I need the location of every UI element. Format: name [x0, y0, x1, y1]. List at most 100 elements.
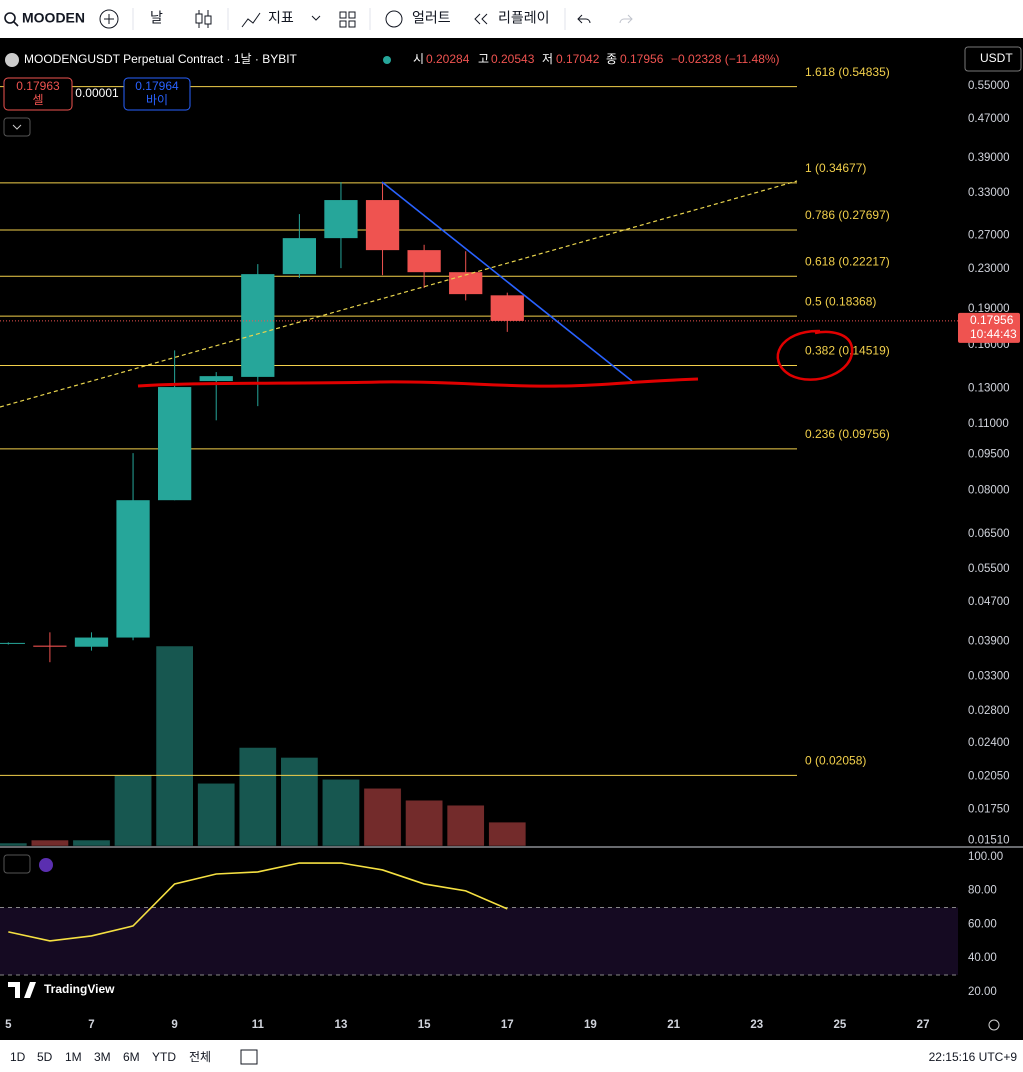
range-button[interactable]: 전체: [189, 1050, 211, 1064]
search-icon[interactable]: [4, 12, 16, 24]
y-tick-label: 0.27000: [968, 229, 1010, 241]
range-button[interactable]: YTD: [152, 1050, 176, 1064]
clock: 22:15:16 UTC+9: [929, 1050, 1018, 1064]
ohlc-value: 0.20543: [491, 52, 535, 66]
ohlc-label: 고: [478, 52, 489, 66]
y-tick-label: 0.19000: [968, 303, 1010, 315]
sell-label: 셀: [32, 93, 43, 107]
candle-body: [490, 295, 524, 321]
sell-button[interactable]: [3, 77, 73, 111]
x-tick-label: 11: [252, 1019, 265, 1031]
collapse-button[interactable]: [3, 117, 31, 137]
y-tick-label: 80.00: [968, 885, 997, 897]
buy-button[interactable]: [123, 77, 191, 111]
replay[interactable]: 리플레이: [498, 10, 550, 26]
volume-bar: [488, 821, 527, 847]
range-button[interactable]: 1D: [10, 1050, 26, 1064]
sell-price: 0.17963: [16, 79, 60, 93]
candle-body: [158, 387, 192, 501]
volume-bar: [446, 804, 485, 847]
settings-icon[interactable]: [988, 1019, 1000, 1031]
currency-button[interactable]: [964, 46, 1022, 72]
candle-body: [33, 645, 67, 647]
y-tick-label: 0.04700: [968, 596, 1010, 608]
volume-bar: [363, 788, 402, 847]
redo[interactable]: [619, 14, 633, 24]
logo: TradingView: [44, 982, 115, 996]
fib-label: 0.236 (0.09756): [805, 427, 890, 441]
pane-icon[interactable]: [39, 858, 53, 872]
pane-button[interactable]: [3, 854, 31, 874]
x-tick-label: 19: [584, 1019, 597, 1031]
y-tick-label: 0.23000: [968, 263, 1010, 275]
alert-icon[interactable]: [385, 10, 403, 28]
replay-icon[interactable]: [474, 13, 488, 25]
fib-label: 0.5 (0.18368): [805, 294, 876, 308]
y-tick-label: 100.00: [968, 851, 1003, 863]
fib-label: 0.786 (0.27697): [805, 208, 890, 222]
add-icon: [104, 14, 114, 24]
ohlc-value: 0.17956: [620, 52, 664, 66]
x-tick-label: 15: [418, 1019, 431, 1031]
x-tick-label: 21: [667, 1019, 680, 1031]
y-tick-label: 0.08000: [968, 485, 1010, 497]
volume-bar: [197, 783, 236, 847]
separator: [132, 8, 566, 30]
y-tick-label: 0.01510: [968, 834, 1010, 846]
undo[interactable]: [577, 14, 591, 24]
status-dot: [383, 56, 391, 64]
x-tick-label: 13: [335, 1019, 348, 1031]
x-tick-label: 5: [5, 1019, 12, 1031]
indicator-icon[interactable]: [241, 12, 261, 28]
y-tick-label: 0.02400: [968, 737, 1010, 749]
interval[interactable]: 날: [150, 10, 163, 26]
support-drawing: [137, 377, 699, 388]
ohlc-label: 저: [542, 52, 553, 66]
candle-body: [282, 238, 317, 275]
y-tick-label: 0.39000: [968, 152, 1010, 164]
x-tick-label: 27: [917, 1019, 930, 1031]
buy-price: 0.17964: [135, 79, 179, 93]
y-tick-label: 0.03300: [968, 670, 1010, 682]
chevron[interactable]: [311, 15, 321, 21]
change: −0.02328 (−11.48%): [671, 52, 780, 66]
ohlc-value: 0.17042: [556, 52, 600, 66]
band-fill: [0, 907, 958, 976]
last-price: 0.17956: [970, 313, 1014, 327]
volume-bar: [405, 799, 443, 847]
symbol-icon: [5, 53, 19, 67]
range-button[interactable]: 3M: [94, 1050, 111, 1064]
y-tick-label: 0.55000: [968, 80, 1010, 92]
toolbar: [0, 0, 1023, 38]
layout-icon[interactable]: [339, 11, 356, 28]
spread: 0.00001: [75, 86, 119, 100]
volume-bar: [0, 842, 28, 847]
date-range-icon[interactable]: [240, 1049, 258, 1065]
range-button[interactable]: 5D: [37, 1050, 53, 1064]
candle-body: [199, 376, 233, 382]
y-tick-label: 0.13000: [968, 383, 1010, 395]
candle-body: [324, 200, 358, 239]
add-icon[interactable]: [99, 9, 119, 29]
fib-label: 1.618 (0.54835): [805, 65, 890, 79]
y-tick-label: 60.00: [968, 918, 997, 930]
candle-icon: [204, 15, 212, 25]
range-button[interactable]: 1M: [65, 1050, 82, 1064]
ohlc-label: 종: [606, 52, 617, 66]
symbol[interactable]: MOODEN: [22, 10, 85, 26]
bottom-bar: [0, 1040, 1023, 1072]
y-tick-label: 0.05500: [968, 563, 1010, 575]
indicators[interactable]: 지표: [268, 10, 294, 26]
candle-body: [116, 500, 150, 638]
range-button[interactable]: 6M: [123, 1050, 140, 1064]
circle-drawing: [776, 329, 854, 381]
alert[interactable]: 얼러트: [412, 10, 451, 26]
x-tick-label: 9: [171, 1019, 177, 1031]
y-tick-label: 0.11000: [968, 418, 1009, 430]
indicator-line: [8, 862, 508, 942]
volume-bar: [280, 757, 319, 847]
volume-bar: [114, 775, 152, 847]
volume-bar: [155, 645, 194, 847]
